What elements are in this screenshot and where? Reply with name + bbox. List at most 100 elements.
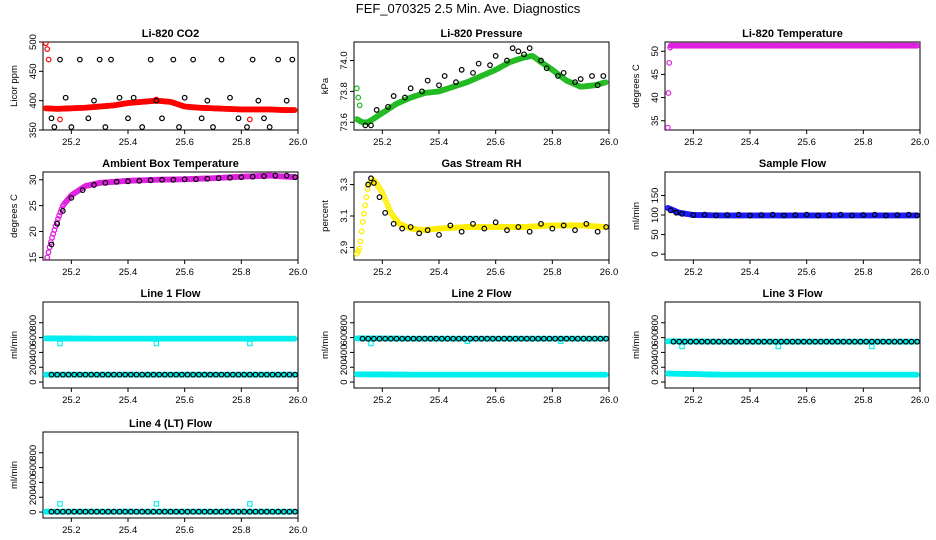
y-tick-label: 450	[28, 63, 39, 79]
x-tick-label: 25.4	[119, 267, 138, 278]
data-point	[602, 371, 609, 378]
data-point	[555, 73, 561, 79]
data-point	[269, 371, 276, 378]
data-point	[863, 338, 870, 345]
y-tick-label: 400	[650, 344, 661, 360]
y-tick-label: 600	[650, 330, 661, 346]
series-box-temperature	[44, 172, 298, 260]
data-point	[376, 335, 383, 342]
series-calibration-line-flow	[359, 335, 609, 342]
data-point	[252, 508, 259, 515]
data-point	[59, 207, 66, 214]
data-point	[597, 335, 604, 342]
y-axis-label: ml/min	[9, 461, 20, 489]
data-point	[79, 187, 86, 194]
data-point	[416, 335, 423, 342]
data-point	[732, 338, 739, 345]
data-point	[538, 220, 544, 227]
data-point	[560, 222, 567, 229]
data-point	[849, 212, 855, 219]
chart-title: Ambient Box Temperature	[102, 158, 239, 170]
plot-frame	[353, 41, 610, 131]
data-point	[698, 338, 705, 345]
y-tick-label: 200	[339, 359, 350, 375]
data-point	[181, 176, 188, 183]
data-point	[747, 212, 753, 219]
plot-frame	[664, 301, 921, 389]
y-tick-label: 0	[650, 251, 661, 256]
data-point	[150, 508, 157, 515]
data-point	[59, 371, 66, 378]
data-point	[569, 335, 576, 342]
data-point	[363, 194, 370, 201]
data-point	[885, 338, 892, 345]
data-point	[458, 66, 465, 73]
x-tick-label: 25.6	[797, 137, 816, 148]
data-point	[48, 241, 55, 248]
data-point	[666, 59, 673, 66]
data-point	[572, 79, 578, 86]
data-point	[76, 56, 83, 63]
data-point	[43, 42, 49, 47]
series-calibration-line-flow	[48, 508, 298, 515]
data-point	[812, 338, 819, 345]
data-point	[840, 338, 847, 345]
y-axis-label: percent	[320, 200, 331, 232]
data-point	[252, 371, 259, 378]
y-tick-label: 200	[650, 359, 661, 375]
chart-panel: Line 2 Flow 25.2 25.4 25.6 25.8 26.0 0 20040060…	[320, 288, 618, 406]
data-point	[509, 45, 516, 52]
y-tick-label: 800	[28, 445, 39, 461]
data-point	[204, 97, 211, 104]
y-tick-label: 800	[339, 315, 350, 331]
x-tick-label: 25.8	[854, 267, 873, 278]
y-axis-label: kPa	[320, 77, 331, 94]
y-tick-label: 15	[28, 252, 39, 263]
data-point	[44, 254, 51, 260]
data-point	[246, 371, 253, 378]
data-point	[286, 508, 293, 515]
data-point	[45, 249, 52, 256]
data-point	[713, 212, 719, 219]
data-point	[913, 371, 920, 378]
data-point	[362, 202, 369, 209]
data-point	[704, 338, 711, 345]
data-point	[93, 508, 100, 515]
data-point	[44, 46, 51, 52]
data-layer	[665, 338, 920, 378]
x-tick-label: 25.2	[373, 267, 392, 278]
x-tick-label: 25.4	[119, 395, 138, 406]
x-tick-label: 25.6	[175, 137, 194, 148]
data-point	[478, 335, 485, 342]
x-tick-label: 26.0	[289, 395, 308, 406]
data-point	[665, 90, 672, 96]
y-tick-label: 0	[28, 379, 39, 384]
series-line-flow-high	[43, 335, 298, 342]
series-temperature-startup	[665, 44, 673, 130]
data-point	[834, 338, 841, 345]
data-point	[261, 173, 267, 180]
x-tick-label: 25.2	[373, 137, 392, 148]
x-tick-label: 25.4	[741, 137, 760, 148]
data-point	[212, 508, 219, 515]
data-point	[116, 371, 123, 378]
plot-frame	[42, 301, 299, 389]
data-point	[455, 335, 462, 342]
series-pressure-startup	[354, 85, 363, 109]
series-calibration-flow	[667, 207, 920, 219]
data-point	[139, 124, 146, 130]
y-tick-label: 200	[28, 359, 39, 375]
data-point	[133, 508, 140, 515]
data-point	[421, 335, 428, 342]
y-tick-label: 800	[28, 315, 39, 331]
data-point	[212, 371, 219, 378]
data-point	[908, 338, 915, 345]
x-tick-label: 25.8	[232, 267, 251, 278]
data-point	[178, 371, 185, 378]
data-point	[572, 227, 578, 234]
data-point	[589, 73, 595, 79]
data-point	[492, 52, 499, 59]
data-point	[515, 224, 522, 230]
data-point	[51, 124, 58, 130]
data-point	[679, 210, 685, 217]
